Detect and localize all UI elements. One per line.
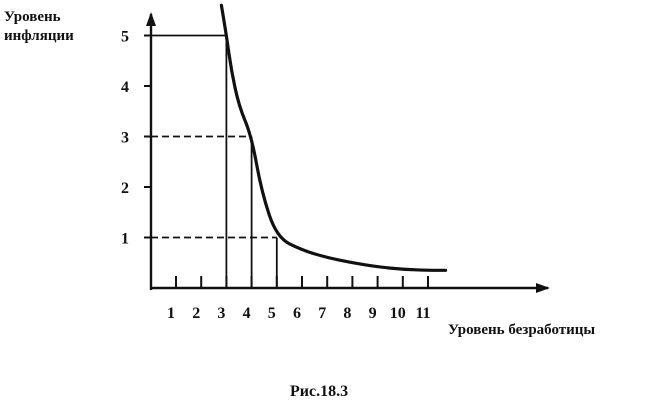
x-tick-label: 8	[343, 305, 351, 322]
x-tick-label: 11	[415, 305, 430, 322]
y-tick-label: 2	[121, 180, 129, 197]
y-tick-label: 4	[121, 79, 129, 96]
y-tick-label: 5	[121, 29, 129, 46]
x-tick-label: 5	[268, 305, 276, 322]
x-tick-label: 7	[318, 305, 326, 322]
x-tick-label: 10	[390, 305, 406, 322]
y-tick-label: 3	[121, 130, 129, 147]
x-tick-label: 4	[243, 305, 251, 322]
phillips-curve-line	[219, 3, 448, 272]
x-tick-label: 1	[167, 305, 175, 322]
y-axis-label: Уровень инфляции	[4, 9, 74, 44]
x-axis-label: Уровень безработицы	[448, 322, 596, 338]
x-tick-label: 9	[369, 305, 377, 322]
x-tick-label: 3	[217, 305, 225, 322]
x-tick-label: 2	[192, 305, 200, 322]
y-tick-label: 1	[121, 231, 129, 248]
x-tick-label: 6	[293, 305, 301, 322]
figure-caption: Рис.18.3	[290, 383, 349, 400]
